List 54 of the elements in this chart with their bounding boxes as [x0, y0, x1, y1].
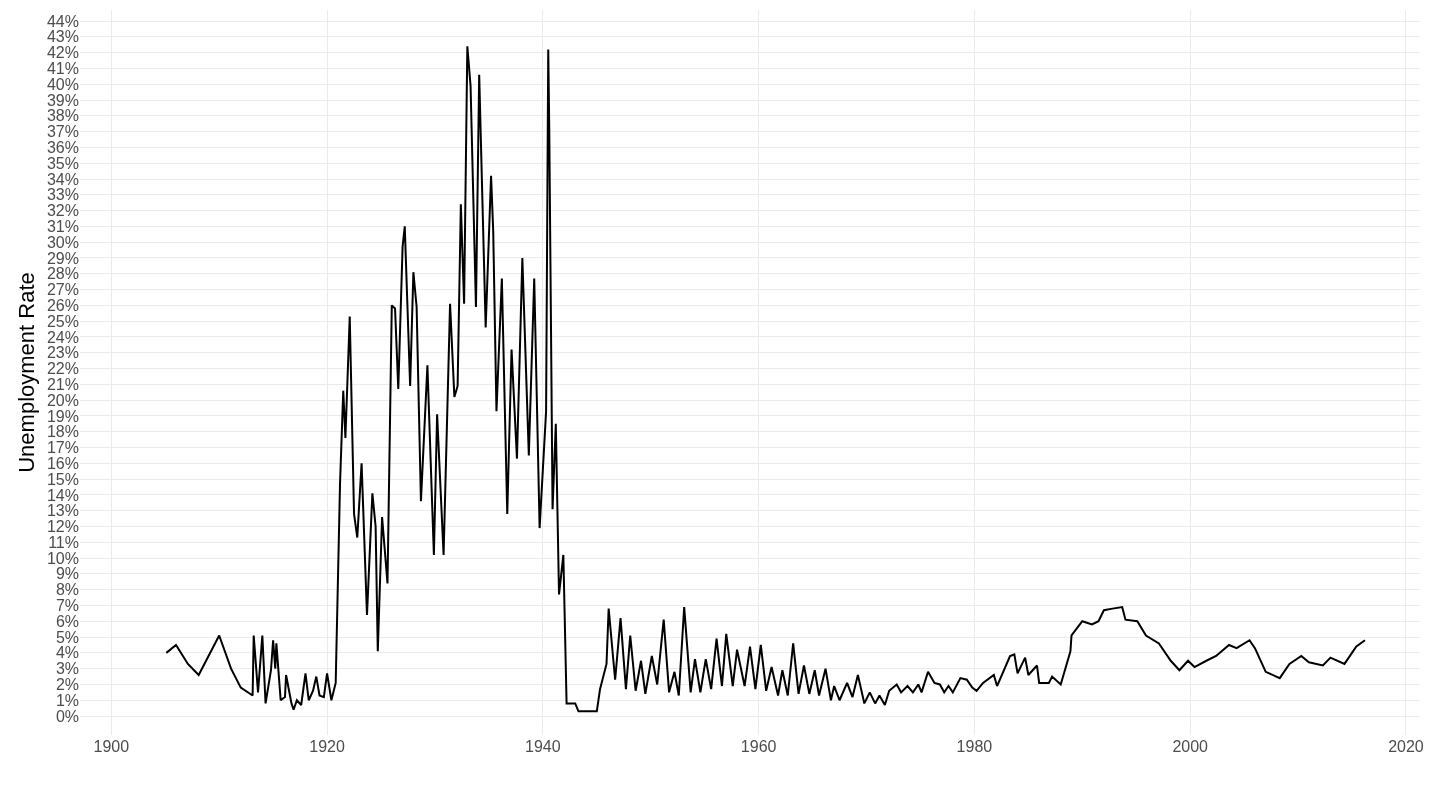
y-tick-label: 26% [46, 296, 79, 314]
y-tick-label: 23% [46, 344, 79, 362]
y-tick-label: 16% [46, 454, 79, 472]
y-tick-label: 1% [55, 691, 79, 709]
y-tick-label: 41% [46, 60, 79, 78]
y-tick-label: 18% [46, 423, 79, 441]
y-tick-label: 17% [46, 439, 79, 457]
x-tick-label: 1960 [740, 738, 777, 755]
y-tick-label: 29% [46, 249, 79, 267]
y-axis-title: Unemployment Rate [13, 272, 39, 473]
y-tick-label: 20% [46, 391, 79, 409]
y-tick-label: 21% [46, 375, 79, 393]
y-tick-label: 19% [46, 407, 79, 425]
y-tick-label: 25% [46, 312, 79, 330]
y-tick-label: 38% [46, 107, 79, 125]
y-tick-label: 3% [55, 660, 79, 678]
y-tick-label: 36% [46, 139, 79, 157]
y-tick-label: 5% [55, 628, 79, 646]
x-tick-label: 1920 [309, 738, 345, 755]
y-tick-label: 4% [55, 644, 79, 662]
y-tick-label: 32% [46, 202, 79, 220]
y-tick-label: 34% [46, 170, 79, 188]
y-tick-label: 24% [46, 328, 79, 346]
y-tick-label: 7% [55, 597, 79, 615]
y-tick-label: 27% [46, 281, 79, 299]
y-tick-label: 39% [46, 91, 79, 109]
x-tick-label: 2000 [1172, 738, 1209, 755]
y-tick-label: 13% [46, 502, 79, 520]
y-tick-label: 22% [46, 360, 79, 378]
y-tick-label: 43% [46, 28, 79, 46]
y-tick-label: 0% [55, 707, 79, 725]
y-tick-label: 28% [46, 265, 79, 283]
x-tick-label: 1980 [956, 738, 993, 755]
y-tick-label: 14% [46, 486, 79, 504]
y-tick-label: 37% [46, 123, 79, 141]
y-tick-label: 35% [46, 154, 79, 172]
y-tick-label: 15% [46, 470, 79, 488]
y-tick-label: 12% [46, 518, 79, 536]
y-tick-label: 8% [55, 581, 79, 599]
y-tick-label: 11% [48, 533, 79, 551]
y-tick-label: 40% [46, 75, 79, 93]
x-tick-label: 1900 [93, 738, 130, 755]
y-tick-label: 2% [55, 676, 79, 694]
y-tick-label: 6% [55, 612, 79, 630]
line-series [165, 45, 1366, 713]
y-tick-label: 33% [46, 186, 79, 204]
y-tick-label: 42% [46, 44, 79, 62]
x-tick-label: 2020 [1388, 738, 1424, 755]
y-tick-label: 10% [46, 549, 79, 567]
y-tick-label: 9% [55, 565, 79, 583]
y-tick-label: 31% [46, 217, 79, 235]
x-tick-label: 1940 [525, 738, 561, 755]
y-tick-label: 30% [46, 233, 79, 251]
y-tick-label: 44% [46, 12, 79, 30]
